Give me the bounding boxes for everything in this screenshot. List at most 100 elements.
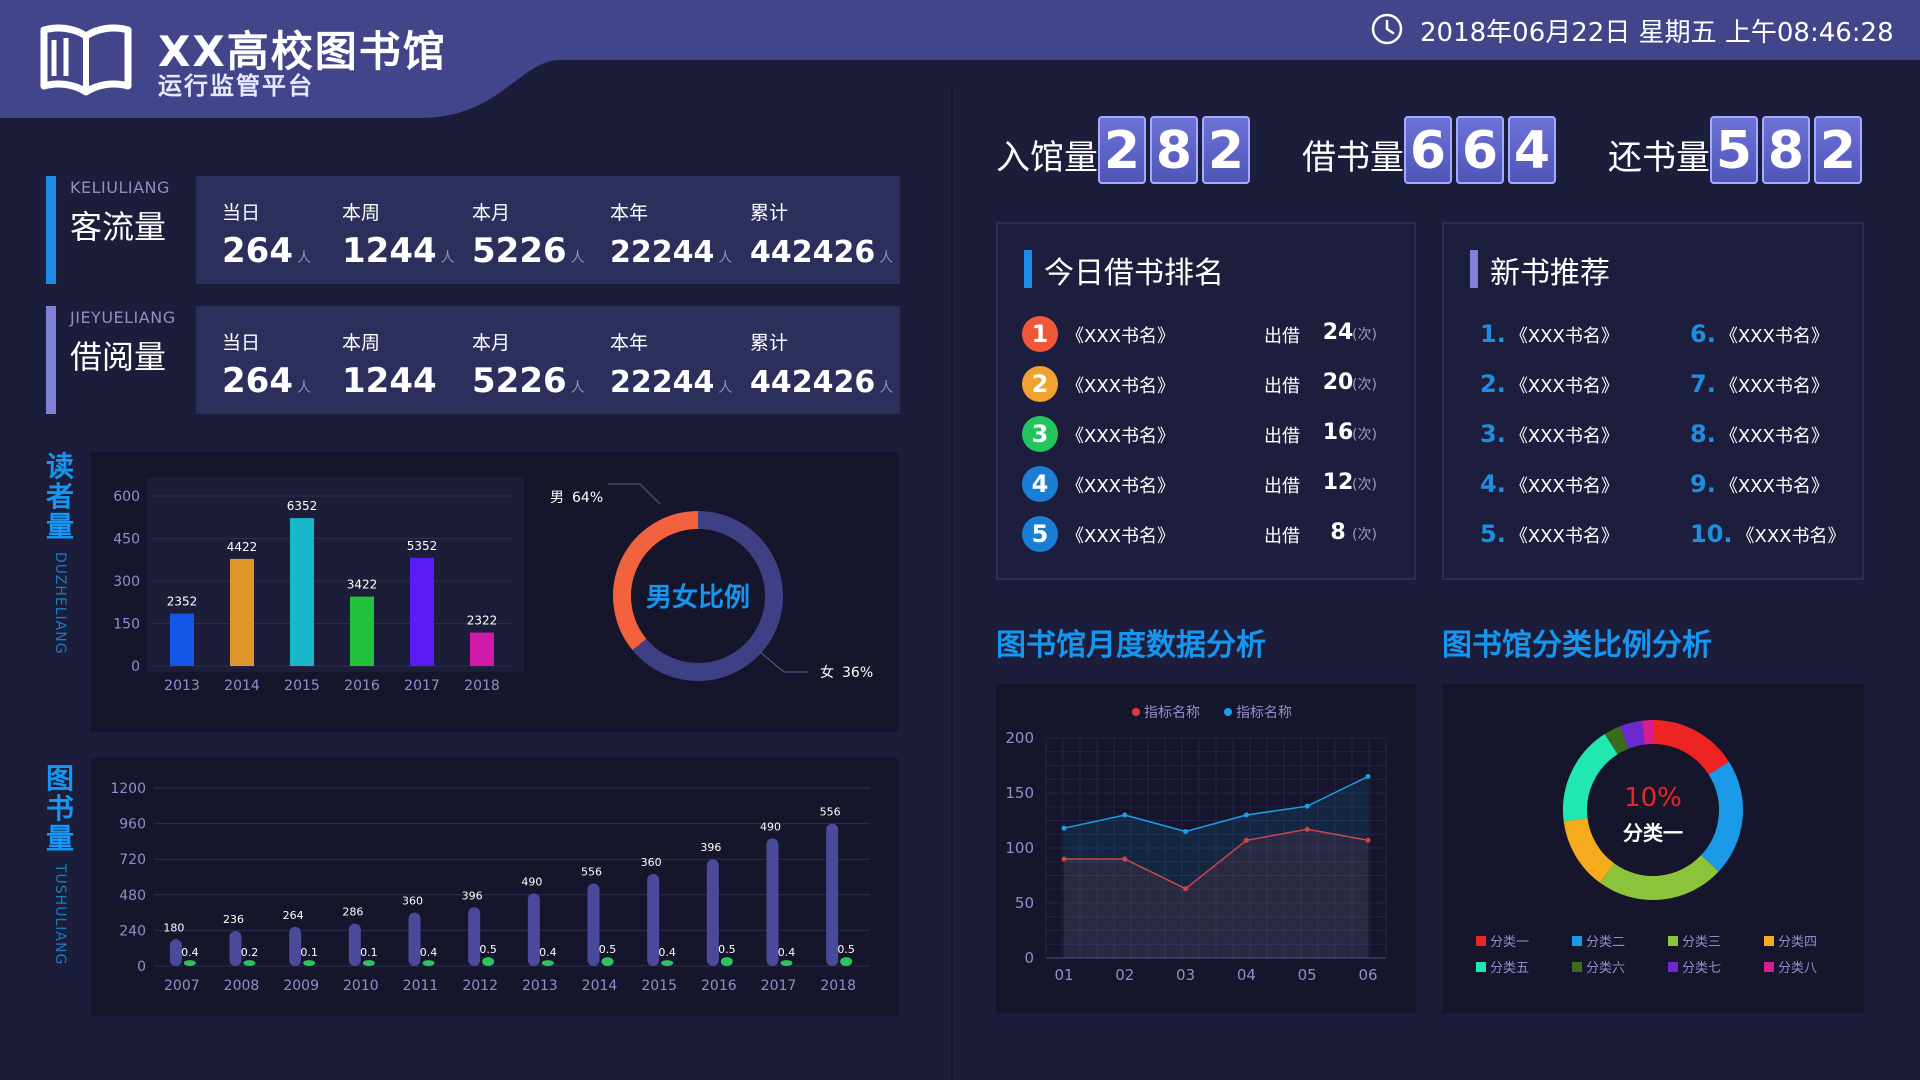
data-label: 0.4 <box>181 946 199 959</box>
donut-slice <box>1652 720 1729 776</box>
bar-series-2 <box>720 957 733 966</box>
legend-label: 分类七 <box>1682 961 1721 976</box>
rank-count: 8 <box>1330 520 1346 545</box>
ranking-row: 2 《XXX书名》 出借 20 (次) <box>1022 366 1382 406</box>
data-label: 3422 <box>347 578 378 592</box>
rank-out-label: 出借 <box>1264 476 1300 497</box>
y-tick-label: 0 <box>1024 949 1034 967</box>
data-label: 0.5 <box>837 943 855 956</box>
recommend-book-name: 《XXX书名》 <box>1719 326 1829 347</box>
donut-slice <box>613 511 699 651</box>
counter-label-borrow: 借书量 <box>1302 138 1404 178</box>
stat-panel: 当日 264 人 本周 1244 人 本月 5226 人 本年 22244 人 累计 442426… <box>196 176 900 284</box>
x-tick-label: 2010 <box>343 978 379 994</box>
x-tick-label: 03 <box>1176 966 1195 984</box>
counter-label-entry: 入馆量 <box>996 138 1098 178</box>
legend-label: 分类二 <box>1586 935 1625 950</box>
stat-cell-total: 累计 442426 人 <box>750 332 894 400</box>
recommend-number: 8. <box>1690 420 1716 448</box>
data-label: 490 <box>760 820 781 833</box>
data-label: 0.4 <box>539 946 557 959</box>
book-section-label: 图书量 TUSHULIANG <box>40 764 80 984</box>
x-tick-label: 2014 <box>582 978 618 994</box>
bar-series-1 <box>289 926 302 966</box>
series-point <box>1183 886 1189 892</box>
counter-digit: 6 <box>1456 116 1504 184</box>
legend-label: 分类六 <box>1586 961 1625 976</box>
stat-cell-week: 本周 1244 <box>342 332 437 401</box>
recommend-item: 1. 《XXX书名》 <box>1480 320 1619 348</box>
data-label: 556 <box>820 806 841 819</box>
y-tick-label: 240 <box>119 923 146 939</box>
bar-series-1 <box>706 859 719 966</box>
stat-panel: 当日 264 人 本周 1244 本月 5226 人 本年 22244 人 累计 442426 人 <box>196 306 900 414</box>
recommend-item: 7. 《XXX书名》 <box>1690 370 1829 398</box>
donut-slice <box>632 511 783 681</box>
bar-series-2 <box>840 957 853 966</box>
stat-cn-label: 客流量 <box>70 208 167 246</box>
x-tick-label: 2013 <box>164 678 200 694</box>
bar-series-1 <box>468 907 481 966</box>
monthly-line-chart: 0 50 100 150 200 01 02 03 04 05 06 指标名称 指标名称 <box>1005 705 1387 984</box>
ranking-title: 今日借书排名 <box>1044 256 1224 291</box>
datetime-display: 2018年06月22日 星期五 上午08:46:28 <box>1420 18 1894 48</box>
series-point <box>1122 856 1128 862</box>
data-label: 0.5 <box>479 943 497 956</box>
rank-book-name: 《XXX书名》 <box>1066 426 1175 447</box>
recommend-number: 4. <box>1480 470 1506 498</box>
data-label: 264 <box>283 909 304 922</box>
counter-digit: 5 <box>1710 116 1758 184</box>
data-label: 236 <box>223 913 244 926</box>
recommend-number: 10. <box>1690 520 1733 548</box>
rank-badge: 3 <box>1022 416 1058 452</box>
donut-slice <box>1563 734 1619 822</box>
legend-label: 分类五 <box>1490 961 1529 976</box>
bar-series-2 <box>243 960 256 966</box>
recommend-book-name: 《XXX书名》 <box>1509 326 1619 347</box>
recommend-book-name: 《XXX书名》 <box>1736 526 1846 547</box>
data-label: 0.4 <box>778 946 796 959</box>
data-label: 360 <box>641 856 662 869</box>
series-point <box>1365 837 1371 843</box>
bar-series-1 <box>766 838 779 966</box>
stat-cell-month: 本月 5226 人 <box>472 202 585 271</box>
stat-cell-month: 本月 5226 人 <box>472 332 585 401</box>
x-tick-label: 2017 <box>404 678 440 694</box>
bar-series-2 <box>601 957 614 966</box>
rank-out-label: 出借 <box>1264 376 1300 397</box>
recommend-book-name: 《XXX书名》 <box>1719 476 1829 497</box>
series-point <box>1183 829 1189 834</box>
data-label: 0.1 <box>300 946 318 959</box>
recommend-book-name: 《XXX书名》 <box>1719 376 1829 397</box>
legend-swatch <box>1668 936 1678 946</box>
x-tick-label: 2008 <box>224 978 260 994</box>
bar-series-2 <box>661 960 674 966</box>
recommend-number: 2. <box>1480 370 1506 398</box>
rank-out-label: 出借 <box>1264 326 1300 347</box>
rank-book-name: 《XXX书名》 <box>1066 376 1175 397</box>
bar <box>290 518 314 666</box>
bar-series-2 <box>183 960 196 966</box>
recommend-book-name: 《XXX书名》 <box>1509 476 1619 497</box>
legend-swatch <box>1572 962 1582 972</box>
data-label: 4422 <box>227 540 258 554</box>
rank-count: 16 <box>1322 420 1354 445</box>
stat-en-label: JIEYUELIANG <box>70 308 176 327</box>
donut-slice <box>1604 726 1629 755</box>
rank-unit: (次) <box>1352 427 1377 443</box>
reader-section-label: 读者量 DUZHELIANG <box>40 452 80 662</box>
counter-digit: 2 <box>1098 116 1146 184</box>
data-label: 64% <box>572 490 603 506</box>
recommend-book-name: 《XXX书名》 <box>1719 426 1829 447</box>
bar-series-1 <box>169 939 182 966</box>
rank-book-name: 《XXX书名》 <box>1066 476 1175 497</box>
donut-slice <box>1619 720 1646 749</box>
rank-count: 20 <box>1322 370 1354 395</box>
recommend-item: 3. 《XXX书名》 <box>1480 420 1619 448</box>
header-banner <box>0 0 1920 118</box>
x-tick-label: 2007 <box>164 978 200 994</box>
series-point <box>1304 803 1310 809</box>
data-label: 286 <box>342 906 363 919</box>
recommend-number: 5. <box>1480 520 1506 548</box>
